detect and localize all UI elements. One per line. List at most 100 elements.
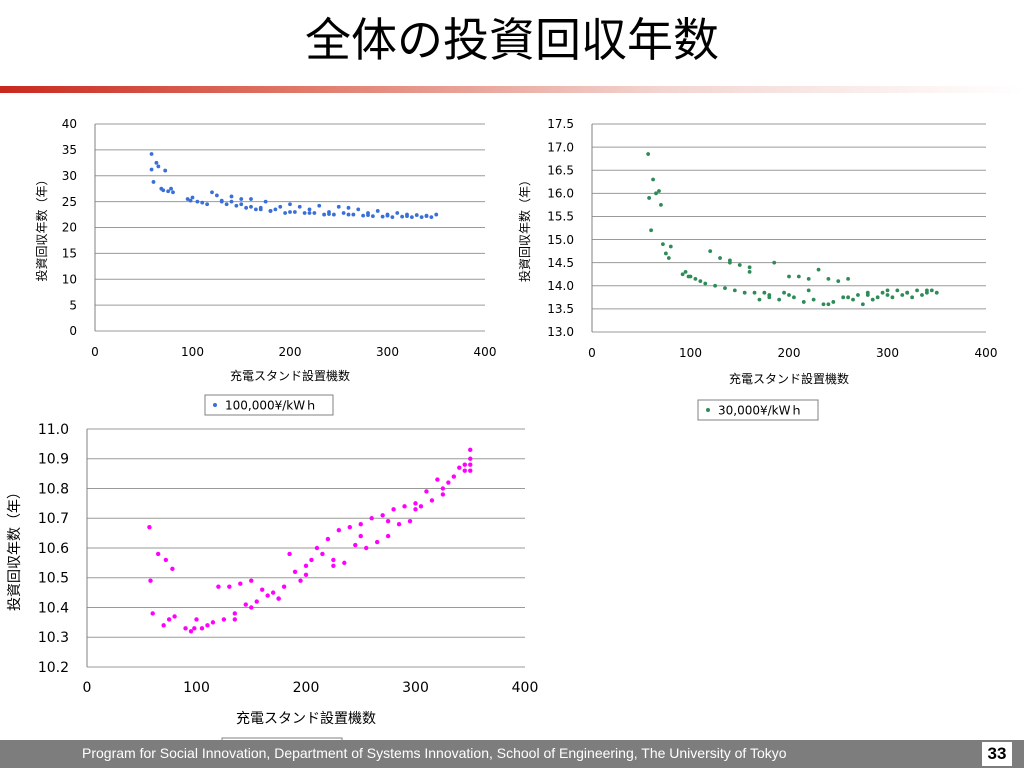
- data-point: [281, 584, 287, 589]
- data-point: [920, 293, 924, 297]
- footer-bar: Program for Social Innovation, Departmen…: [0, 740, 1024, 768]
- y-tick-label: 10.8: [38, 481, 69, 497]
- data-point: [297, 204, 302, 209]
- y-tick-label: 14.5: [547, 256, 574, 270]
- data-point: [713, 283, 718, 288]
- data-point: [161, 623, 166, 628]
- data-point: [190, 195, 195, 200]
- x-tick-label: 100: [679, 346, 702, 360]
- y-tick-label: 16.5: [547, 163, 574, 177]
- data-point: [163, 168, 168, 173]
- data-point: [265, 593, 270, 598]
- data-point: [154, 160, 159, 165]
- data-point: [232, 611, 238, 616]
- data-point: [885, 288, 890, 293]
- data-point: [860, 302, 865, 307]
- data-point: [303, 572, 309, 577]
- data-point: [171, 190, 175, 195]
- data-point: [346, 212, 351, 217]
- data-point: [440, 492, 446, 497]
- y-tick-label: 10.2: [38, 660, 69, 676]
- data-point: [309, 557, 314, 563]
- data-point: [836, 279, 841, 284]
- data-point: [910, 295, 915, 300]
- y-tick-label: 17.5: [547, 117, 574, 131]
- data-point: [151, 180, 156, 184]
- data-point: [747, 270, 752, 274]
- data-point: [742, 290, 747, 295]
- data-point: [772, 260, 777, 265]
- y-tick-label: 15.5: [547, 210, 574, 224]
- data-point: [238, 581, 243, 586]
- title-underline-bar: [0, 86, 1024, 93]
- data-point: [273, 207, 278, 212]
- data-point: [342, 560, 347, 566]
- data-point: [292, 210, 297, 214]
- data-point: [353, 542, 358, 548]
- data-point: [657, 189, 661, 193]
- data-point: [649, 228, 653, 233]
- data-point: [370, 214, 375, 219]
- data-point: [661, 242, 665, 247]
- x-tick-label: 300: [876, 346, 899, 360]
- data-point: [214, 193, 219, 198]
- x-tick-label: 0: [588, 346, 596, 360]
- x-tick-label: 300: [402, 680, 429, 696]
- data-point: [253, 207, 258, 212]
- data-point: [390, 215, 395, 220]
- x-tick-label: 400: [512, 680, 539, 696]
- data-point: [147, 524, 152, 530]
- data-point: [221, 617, 227, 622]
- y-tick-label: 0: [69, 324, 77, 338]
- y-tick-label: 25: [62, 195, 77, 209]
- data-point: [683, 270, 688, 274]
- data-point: [322, 212, 327, 217]
- y-tick-label: 14.0: [547, 279, 574, 293]
- data-point: [366, 213, 370, 217]
- data-point: [880, 290, 885, 295]
- data-point: [777, 297, 782, 302]
- legend-label: 30,000¥/kWｈ: [718, 403, 802, 417]
- data-point: [915, 288, 919, 293]
- data-point: [239, 197, 244, 201]
- data-point: [885, 293, 890, 297]
- y-tick-label: 10.9: [38, 452, 69, 468]
- data-point: [149, 167, 154, 172]
- data-point: [249, 605, 254, 610]
- data-point: [276, 596, 281, 601]
- legend-label: 100,000¥/kWｈ: [225, 398, 317, 412]
- data-point: [227, 584, 232, 589]
- data-point: [172, 614, 177, 619]
- data-point: [249, 197, 253, 201]
- data-point: [314, 545, 320, 551]
- legend-box: [697, 399, 819, 421]
- data-point: [288, 202, 292, 207]
- y-axis-label: 投資回収年数（年）: [517, 174, 532, 282]
- data-point: [462, 468, 467, 473]
- x-tick-label: 0: [83, 680, 92, 696]
- y-tick-label: 11.0: [38, 422, 69, 438]
- data-point: [446, 480, 451, 485]
- data-point: [801, 300, 806, 304]
- data-point: [258, 207, 263, 212]
- data-point: [170, 566, 175, 572]
- data-point: [229, 199, 234, 204]
- data-point: [380, 214, 385, 219]
- data-point: [440, 486, 446, 491]
- data-point: [205, 202, 210, 207]
- data-point: [787, 274, 791, 279]
- data-point: [900, 293, 905, 297]
- data-point: [199, 626, 205, 631]
- data-point: [792, 295, 796, 300]
- data-point: [680, 272, 685, 277]
- data-point: [302, 211, 307, 215]
- data-point: [325, 536, 331, 542]
- data-point: [688, 274, 693, 279]
- data-point: [288, 210, 292, 214]
- data-point: [865, 293, 870, 297]
- data-point: [457, 465, 462, 470]
- data-point: [429, 498, 435, 503]
- data-point: [239, 202, 244, 207]
- data-point: [424, 489, 429, 494]
